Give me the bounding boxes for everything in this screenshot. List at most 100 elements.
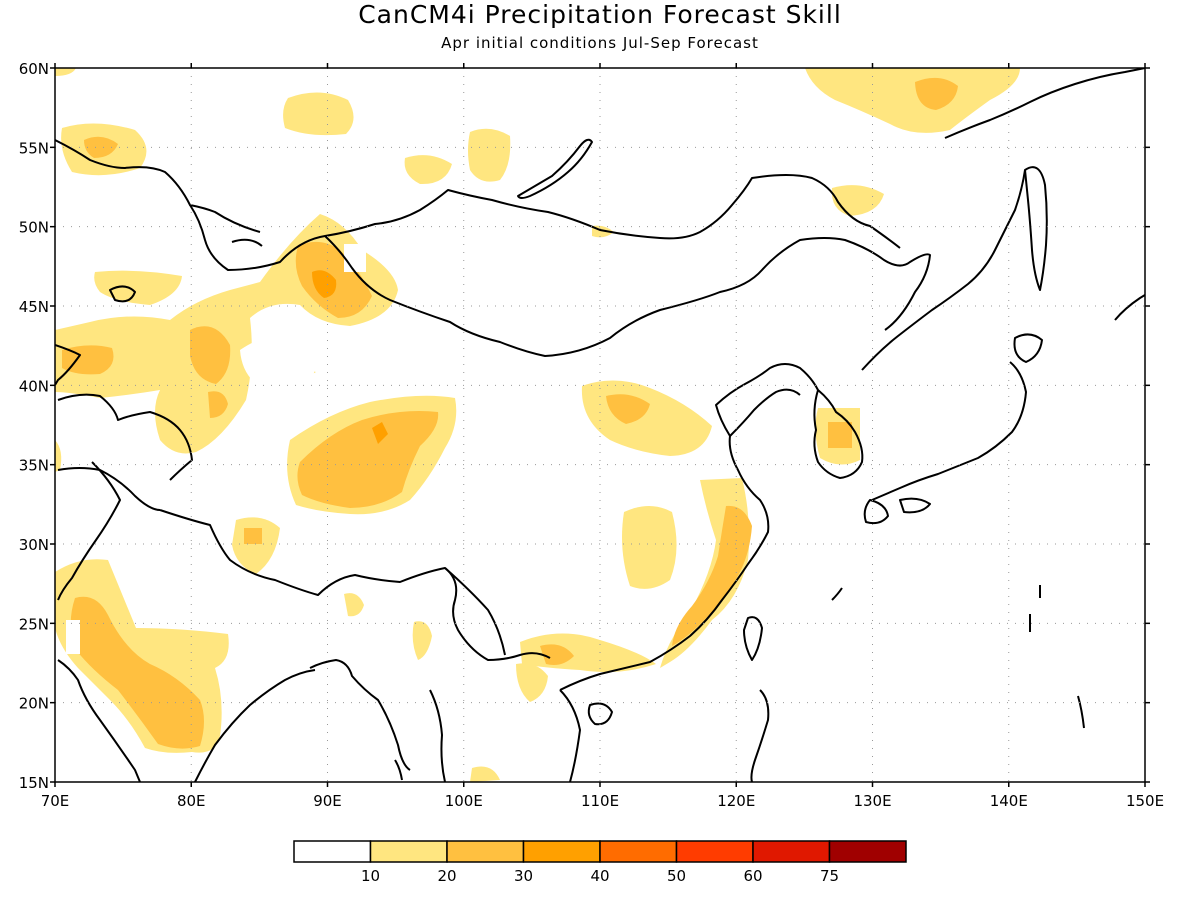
skill-area-manchuria [831, 185, 884, 216]
skill-area-tien-shan-west [55, 440, 62, 472]
lat-tick-label: 45N [19, 298, 49, 316]
lat-lon-grid [55, 68, 1145, 782]
skill-peak-altai [312, 270, 337, 298]
colorbar-label: 40 [590, 867, 609, 885]
skill-area-yenisei [283, 92, 354, 136]
lake-balkhash [231, 238, 263, 247]
korean-peninsula [813, 389, 864, 479]
lon-tick-label: 100E [445, 792, 483, 810]
colorbar-label: 75 [820, 867, 839, 885]
skill-core-korea [828, 422, 852, 448]
lat-tick-label: 25N [19, 615, 49, 633]
skill-area-south-sea [470, 766, 500, 782]
colorbar-label: 30 [514, 867, 533, 885]
lat-tick-label: 35N [19, 457, 49, 475]
border-central-asia [57, 393, 193, 481]
skill-shading [55, 68, 1020, 782]
lat-tick-label: 50N [19, 219, 49, 237]
border-mongolia-russia [324, 174, 901, 249]
lon-tick-label: 90E [313, 792, 342, 810]
skill-area-loess [581, 380, 712, 456]
colorbar-label: 50 [667, 867, 686, 885]
japan-hokkaido [1013, 333, 1043, 363]
skill-core-qaidam [297, 411, 439, 508]
colorbar-label: 20 [437, 867, 456, 885]
skill-area-sichuan [622, 506, 677, 589]
colorbar-swatch [293, 840, 372, 863]
skill-area-myanmar [412, 621, 432, 660]
border-russia-china-mongolia [189, 204, 931, 357]
coastline-indochina [429, 689, 446, 782]
lat-tick-label: 60N [19, 60, 49, 78]
skill-area-north-okhotsk [805, 68, 1020, 133]
island-andaman [394, 759, 403, 781]
border-afghanistan [57, 467, 161, 511]
skill-core-southeast-coast [672, 505, 752, 646]
colorbar-swatch [828, 840, 907, 863]
lon-tick-label: 130E [853, 792, 891, 810]
colorbar-swatch [752, 840, 831, 863]
skill-core-loess [606, 394, 650, 424]
latitude-ticks: 15N 20N 25N 30N 35N 40N 45N 50N 55N 60N [19, 60, 1150, 792]
hainan-island [587, 702, 613, 726]
coastline-bangladesh [309, 659, 411, 771]
colorbar-label: 60 [743, 867, 762, 885]
aral-sea [109, 285, 136, 303]
colorbar-swatch [675, 840, 754, 863]
colorbar-swatch [369, 840, 448, 863]
coastline-china-east [559, 388, 801, 691]
island-pacific-3 [1077, 695, 1085, 729]
colorbar-swatch [522, 840, 601, 863]
coastline-gulf-tonkin [559, 689, 581, 782]
map-title: CanCM4i Precipitation Forecast Skill [358, 0, 842, 29]
colorbar-swatch [446, 840, 525, 863]
coastline-kara [55, 139, 261, 233]
skill-area-baikal [468, 128, 511, 182]
taiwan-island [743, 616, 763, 661]
coastline-bohai [715, 363, 819, 437]
border-china-south-asia [159, 509, 551, 661]
philippines-luzon [750, 689, 770, 782]
lon-tick-label: 70E [41, 792, 70, 810]
skill-core-kazakh [190, 326, 231, 384]
japan-honshu [871, 361, 1027, 501]
lat-tick-label: 40N [19, 377, 49, 395]
skill-core-nepal [244, 528, 262, 544]
lon-tick-label: 150E [1126, 792, 1164, 810]
skill-core-kazakh-south [208, 391, 228, 418]
lon-tick-label: 140E [990, 792, 1028, 810]
lat-tick-label: 30N [19, 536, 49, 554]
skill-core-west-siberia [84, 136, 118, 158]
lat-tick-label: 55N [19, 139, 49, 157]
coastline-kamchatka [1114, 294, 1145, 321]
skill-core-okhotsk [915, 77, 958, 110]
coastline-india-east [194, 669, 316, 782]
japan-shikoku [899, 497, 931, 514]
skill-core-yunnan [540, 644, 574, 665]
border-indochina [444, 567, 506, 656]
coastlines-and-borders [55, 68, 1145, 782]
colorbar-label: 10 [361, 867, 380, 885]
skill-area-caspian-east [94, 270, 182, 305]
coastline-far-east [861, 169, 1026, 371]
skill-area-assam [344, 593, 364, 617]
lon-tick-label: 110E [581, 792, 619, 810]
colorbar-swatch [599, 840, 678, 863]
skill-core-india [70, 596, 204, 749]
map-subtitle: Apr initial conditions Jul-Sep Forecast [441, 34, 759, 52]
lat-tick-label: 20N [19, 695, 49, 713]
skill-area-baikal-west [404, 155, 452, 185]
skill-gap-dzungaria [240, 335, 315, 389]
coastline-india-west [57, 659, 141, 782]
sakhalin-island [1024, 166, 1048, 291]
skill-gap-altai [344, 244, 366, 272]
japan-kyushu [863, 499, 889, 525]
skill-peak-qaidam [372, 422, 388, 444]
longitude-ticks: 70E 80E 90E 100E 110E 120E 130E 140E 150E [41, 63, 1164, 810]
lake-baikal [517, 138, 593, 199]
island-ryukyu [831, 587, 843, 601]
caspian-sea [55, 344, 81, 386]
lat-tick-label: 15N [19, 774, 49, 792]
lon-tick-label: 80E [177, 792, 206, 810]
